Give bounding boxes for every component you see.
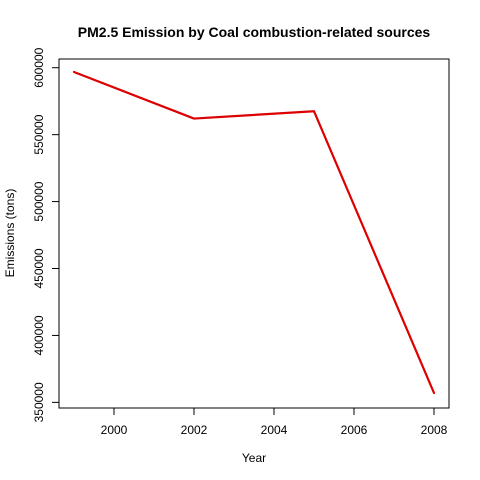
x-tick-label: 2008	[421, 423, 448, 437]
y-axis-label: Emissions (tons)	[3, 189, 17, 278]
series-group	[72, 70, 436, 395]
y-axis: 350000 400000 450000 500000 550000 600000	[32, 47, 60, 422]
y-tick-label: 500000	[32, 181, 46, 221]
y-tick-label: 550000	[32, 114, 46, 154]
plot-box	[58, 58, 450, 409]
x-tick-label: 2000	[101, 423, 128, 437]
x-axis: 2000 2002 2004 2006 2008	[101, 407, 448, 437]
y-tick-label: 600000	[32, 47, 46, 87]
x-tick-label: 2004	[261, 423, 288, 437]
x-tick-label: 2006	[341, 423, 368, 437]
x-axis-label: Year	[242, 451, 266, 465]
y-tick-label: 350000	[32, 382, 46, 422]
x-tick-label: 2002	[181, 423, 208, 437]
y-tick-label: 450000	[32, 248, 46, 288]
y-tick-label: 400000	[32, 315, 46, 355]
series-line	[72, 70, 436, 395]
chart-title: PM2.5 Emission by Coal combustion-relate…	[78, 24, 431, 40]
